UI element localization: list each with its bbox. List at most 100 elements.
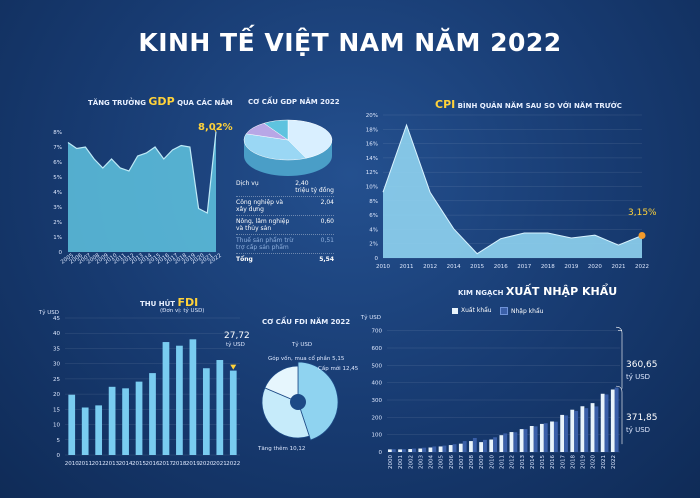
trade-bar-export: [388, 449, 392, 452]
trade-x-tick: 2022: [611, 455, 617, 469]
trade-bar-export: [570, 409, 575, 452]
trade-bar-export: [519, 429, 524, 452]
fdi-title: THU HÚT FDI: [140, 296, 199, 309]
gdp-structure-table: Dịch vụ 2,40 triệu tỷ đồng Công nghiệp và …: [236, 178, 334, 265]
fdi-y-tick: 5: [57, 438, 61, 444]
trade-x-tick: 2012: [510, 455, 516, 469]
cpi-y-tick: 6%: [369, 213, 378, 219]
cpi-x-tick: 2022: [635, 264, 649, 270]
fdi-x-tick: 2012: [92, 461, 106, 467]
fdi-pie-label-increase: Tăng thêm 10,12: [257, 445, 305, 452]
fdi-x-tick: 2017: [159, 461, 173, 467]
trade-legend-import: Nhập khẩu: [500, 307, 543, 315]
gdp-callout-pointer: [213, 128, 217, 132]
trade-y-tick: 400: [372, 381, 383, 387]
trade-x-tick: 2011: [500, 455, 506, 469]
gdp-y-tick: 7%: [53, 145, 62, 151]
export-callout-unit: tỷ USD: [626, 373, 651, 381]
trade-x-tick: 2005: [439, 455, 445, 469]
trade-bar-import: [432, 446, 437, 452]
trade-bar-import: [493, 437, 498, 452]
trade-x-tick: 2000: [388, 455, 394, 469]
trade-x-tick: 2016: [550, 455, 556, 469]
fdi-bar: [189, 339, 197, 455]
fdi-structure-title: CƠ CẤU FDI NĂM 2022: [262, 318, 351, 326]
cpi-x-tick: 2011: [400, 264, 414, 270]
trade-y-tick: 200: [372, 415, 383, 421]
trade-bar-import: [604, 394, 609, 452]
cpi-x-tick: 2012: [423, 264, 437, 270]
trade-bar-import: [533, 426, 538, 452]
trade-y-tick: 100: [372, 433, 383, 439]
gdp-callout: 8,02%: [198, 122, 233, 133]
fdi-x-tick: 2010: [65, 461, 79, 467]
fdi-structure-unit: Tỷ USD: [292, 342, 313, 348]
fdi-x-tick: 2021: [213, 461, 227, 467]
gdp-y-tick: 3%: [53, 205, 62, 211]
fdi-callout-unit: tỷ USD: [226, 342, 245, 348]
trade-bar-export: [590, 403, 595, 452]
cpi-y-tick: 2%: [369, 242, 378, 248]
gdp-structure-row-value: 0,51: [320, 237, 334, 244]
cpi-y-tick: 12%: [366, 170, 378, 176]
trade-bar-export: [458, 443, 463, 452]
cpi-y-tick: 8%: [369, 199, 378, 205]
cpi-y-tick: 4%: [369, 227, 378, 233]
cpi-callout: 3,15%: [628, 208, 657, 218]
cpi-y-tick: 20%: [366, 113, 378, 119]
gdp-structure-row: Dịch vụ 2,40 triệu tỷ đồng: [236, 178, 334, 197]
gdp-y-tick: 2%: [53, 220, 62, 226]
gdp-structure-row-name: Tổng: [236, 256, 253, 263]
trade-bar-export: [610, 389, 615, 452]
trade-bar-import: [523, 429, 528, 452]
trade-bar-export: [438, 446, 443, 452]
import-callout-bracket: [615, 385, 623, 445]
gdp-pie-slice: [287, 119, 333, 159]
cpi-area: [383, 125, 642, 258]
gdp-structure-row-name: Nông, lâm nghiệp và thủy sản: [236, 218, 290, 232]
gdp-structure-row: Công nghiệp và xây dựng 2,04: [236, 197, 334, 216]
cpi-y-tick: 16%: [366, 142, 378, 148]
trade-bar-import: [442, 445, 447, 452]
trade-bar-export: [479, 442, 484, 452]
trade-x-tick: 2001: [398, 455, 404, 469]
fdi-y-tick: 25: [53, 377, 60, 383]
fdi-y-tick: 10: [53, 423, 60, 429]
gdp-structure-row: Nông, lâm nghiệp và thủy sản 0,60: [236, 216, 334, 235]
cpi-title: CPI BÌNH QUÂN NĂM SAU SO VỚI NĂM TRƯỚC: [435, 98, 622, 111]
gdp-structure-row-value: 2,40 triệu tỷ đồng: [295, 180, 334, 194]
gdp-y-tick: 5%: [53, 175, 62, 181]
cpi-y-tick: 0: [375, 256, 379, 262]
fdi-bar: [216, 360, 224, 455]
fdi-y-tick: 40: [53, 331, 60, 337]
gdp-pie-slice: [243, 133, 307, 161]
fdi-pie-label-new: Cấp mới 12,45: [318, 365, 359, 372]
trade-x-tick: 2020: [591, 455, 597, 469]
trade-bar-import: [574, 410, 579, 452]
gdp-y-tick: 6%: [53, 160, 62, 166]
trade-bar-export: [448, 445, 453, 452]
fdi-y-tick: 45: [53, 316, 60, 322]
trade-bar-import: [503, 433, 508, 452]
page-title: KINH TẾ VIỆT NAM NĂM 2022: [138, 28, 562, 57]
trade-bar-import: [564, 415, 568, 452]
fdi-pie-slice: [261, 387, 310, 439]
trade-bar-export: [560, 414, 565, 452]
fdi-bar: [95, 405, 103, 455]
trade-x-tick: 2006: [449, 455, 455, 469]
fdi-x-tick: 2013: [105, 461, 119, 467]
trade-bar-export: [580, 406, 585, 452]
cpi-x-tick: 2021: [611, 264, 625, 270]
fdi-bar: [81, 407, 89, 455]
export-callout: 360,65: [626, 360, 658, 370]
gdp-structure-row-name: Dịch vụ: [236, 180, 259, 187]
gdp-structure-row-name: Thuế sản phẩm trừ trợ cấp sản phẩm: [236, 237, 294, 251]
trade-x-tick: 2004: [429, 455, 435, 469]
gdp-area: [68, 131, 216, 252]
trade-x-tick: 2014: [530, 455, 536, 469]
fdi-bar: [135, 381, 143, 455]
trade-x-tick: 2002: [408, 455, 414, 469]
trade-bar-import: [472, 437, 477, 452]
fdi-y-tick: 15: [53, 407, 60, 413]
trade-y-tick: 600: [372, 346, 383, 352]
